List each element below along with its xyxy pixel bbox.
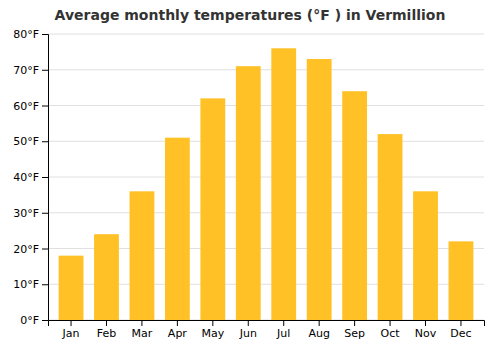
x-tick: Feb [97,320,116,340]
y-tick-label: 0°F [20,314,39,327]
x-tick-label: Dec [450,327,471,340]
y-tick-mark [42,320,48,321]
x-tick-mark [460,320,461,326]
y-axis: 0°F 10°F 20°F 30°F 40°F 50°F 60°F 70°F 80°F [13,28,48,327]
y-tick-label: 20°F [13,243,39,256]
x-tick-label: Sep [344,327,365,340]
grid-line [48,34,484,35]
y-tick-label: 30°F [13,207,39,220]
y-tick-label: 50°F [13,135,39,148]
x-tick-mark [212,320,213,326]
x-tick: Apr [168,320,188,340]
x-tick-label: Nov [415,327,437,340]
y-tick-mark [42,70,48,71]
y-tick: 70°F [13,64,48,77]
x-tick-mark [177,320,178,326]
bar [200,98,225,320]
x-tick-label: Jul [276,327,290,340]
x-tick-label: Feb [97,327,116,340]
x-tick-mark [425,320,426,326]
bar [130,191,155,320]
axis-line [42,35,49,321]
x-tick: Dec [450,320,471,340]
bar [307,59,332,320]
bar [165,138,190,320]
x-tick-mark [71,320,72,326]
title: Average monthly temperatures (°F ) in Ve… [55,7,446,23]
x-tick: Jul [276,320,290,340]
y-tick: 40°F [13,171,48,184]
plot: Jan Feb Mar Apr May Jun Jul Aug Sep Oct Nov Dec 0°F 1… [13,28,484,340]
y-tick-label: 10°F [13,278,39,291]
y-tick-mark [42,106,48,107]
grid-line [48,105,484,106]
x-tick: Sep [344,320,365,340]
y-tick-label: 70°F [13,64,39,77]
x-tick-mark [283,320,284,326]
x-tick-label: Jan [62,327,80,340]
y-tick: 80°F [13,28,48,41]
grid-line [48,141,484,142]
bar [271,48,296,320]
y-tick: 50°F [13,135,48,148]
x-tick: Oct [381,320,401,340]
y-tick: 60°F [13,100,48,113]
x-tick-mark [390,320,391,326]
x-tick-mark [354,320,355,326]
y-tick-label: 80°F [13,28,39,41]
x-tick-label: Oct [381,327,401,340]
y-tick: 10°F [13,278,48,291]
y-tick: 30°F [13,207,48,220]
y-tick-mark [42,177,48,178]
x-tick-mark [141,320,142,326]
y-tick-label: 60°F [13,100,39,113]
y-tick-mark [42,249,48,250]
bar [413,191,438,320]
axis-line [49,321,485,327]
x-tick: Jun [239,320,257,340]
x-tick: May [201,320,224,340]
chart: Average monthly temperatures (°F ) in Ve… [0,0,500,350]
grid [48,34,484,320]
x-axis: Jan Feb Mar Apr May Jun Jul Aug Sep Oct Nov Dec [49,320,485,340]
x-tick: Nov [415,320,437,340]
y-tick-label: 40°F [13,171,39,184]
y-tick-mark [42,34,48,35]
bar [236,66,261,320]
x-tick: Jan [62,320,80,340]
y-tick: 20°F [13,243,48,256]
grid-line [48,69,484,70]
y-tick-mark [42,213,48,214]
bar [378,134,403,320]
y-tick: 0°F [20,314,48,327]
x-tick-mark [248,320,249,326]
x-tick: Mar [132,320,153,340]
bar [342,91,367,320]
y-tick-mark [42,284,48,285]
grid-line [48,177,484,178]
bar [449,241,474,320]
x-tick-label: Apr [168,327,188,340]
bars [59,48,474,320]
y-tick-mark [42,141,48,142]
x-tick-label: Mar [132,327,153,340]
bar [59,256,84,320]
x-tick: Aug [308,320,329,340]
x-tick-label: Jun [239,327,257,340]
x-tick-label: Aug [308,327,329,340]
bar [94,234,119,320]
x-tick-mark [106,320,107,326]
x-tick-label: May [201,327,224,340]
x-tick-mark [319,320,320,326]
